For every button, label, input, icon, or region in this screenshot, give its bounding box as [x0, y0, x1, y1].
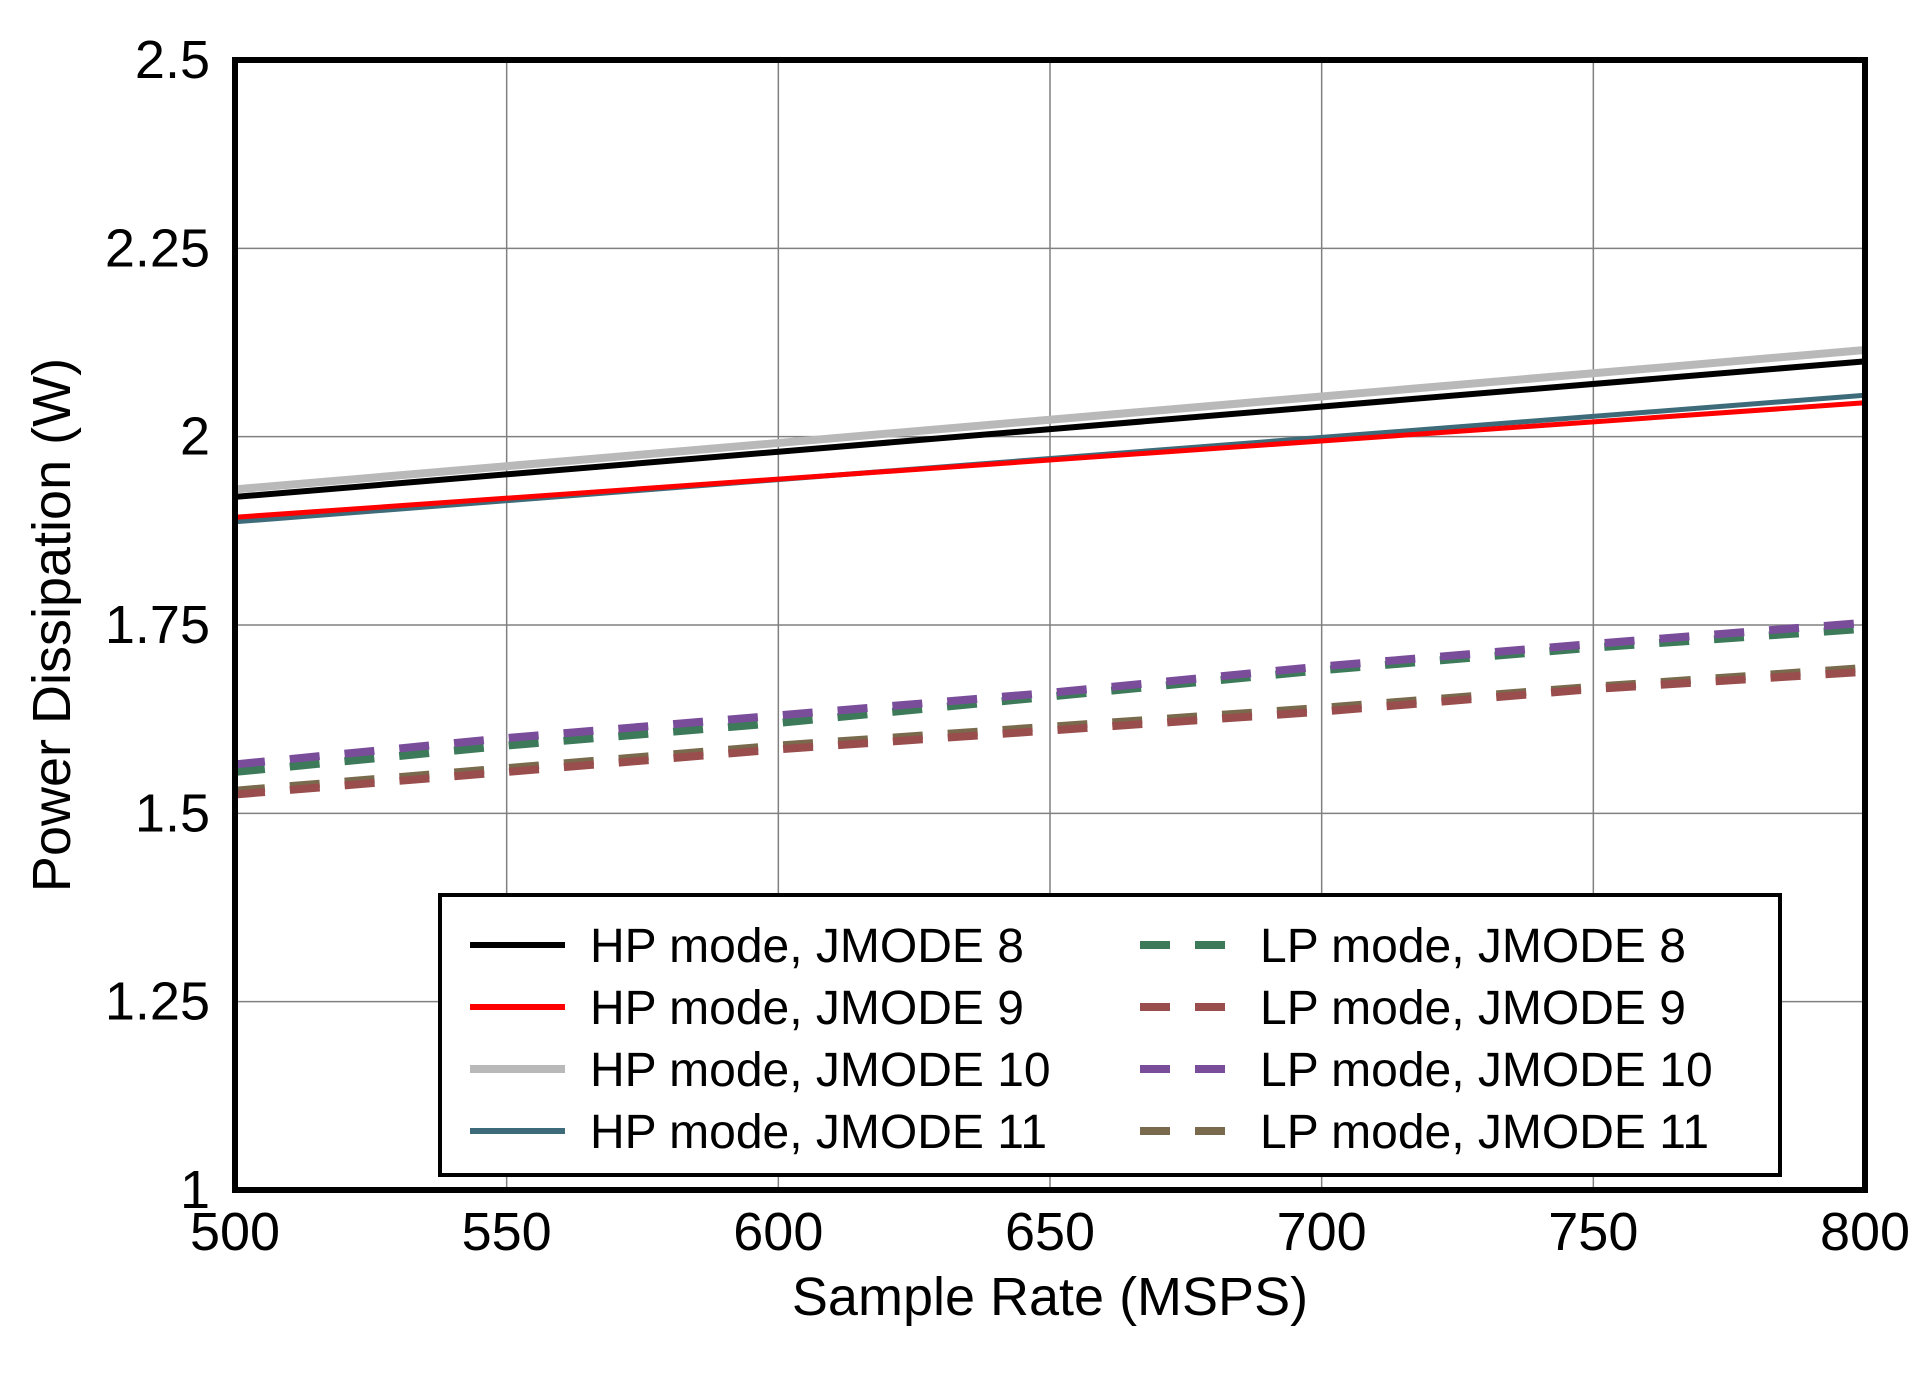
legend-label: HP mode, JMODE 9 — [590, 982, 1024, 1035]
y-axis-label: Power Dissipation (W) — [22, 358, 82, 892]
xtick-label: 600 — [733, 1202, 823, 1262]
legend: HP mode, JMODE 8 HP mode, JMODE 9 HP mode,… — [440, 895, 1780, 1175]
legend-label: HP mode, JMODE 10 — [590, 1044, 1051, 1097]
legend-label: HP mode, JMODE 8 — [590, 920, 1024, 973]
ytick-label: 1.5 — [135, 783, 210, 843]
legend-label: HP mode, JMODE 11 — [590, 1106, 1047, 1159]
xtick-label: 700 — [1277, 1202, 1367, 1262]
ytick-label: 2.5 — [135, 30, 210, 90]
chart-svg: 50055060065070075080011.251.51.7522.252.… — [0, 0, 1931, 1382]
legend-label: LP mode, JMODE 10 — [1260, 1044, 1713, 1097]
ytick-label: 1.25 — [105, 972, 210, 1032]
xtick-label: 650 — [1005, 1202, 1095, 1262]
legend-label: LP mode, JMODE 9 — [1260, 982, 1686, 1035]
legend-label: LP mode, JMODE 11 — [1260, 1106, 1709, 1159]
chart-container: 50055060065070075080011.251.51.7522.252.… — [0, 0, 1931, 1382]
ytick-label: 1.75 — [105, 595, 210, 655]
legend-label: LP mode, JMODE 8 — [1260, 920, 1686, 973]
xtick-label: 800 — [1820, 1202, 1910, 1262]
ytick-label: 2 — [180, 407, 210, 467]
xtick-label: 750 — [1548, 1202, 1638, 1262]
ytick-label: 2.25 — [105, 218, 210, 278]
ytick-label: 1 — [180, 1160, 210, 1220]
x-axis-label: Sample Rate (MSPS) — [792, 1267, 1308, 1327]
xtick-label: 550 — [462, 1202, 552, 1262]
